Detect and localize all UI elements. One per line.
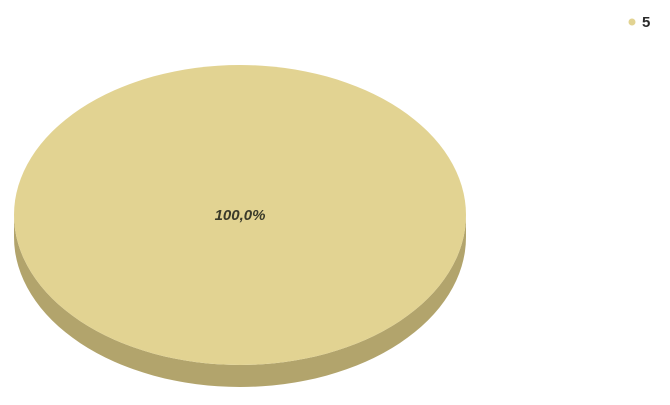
- pie-group: 100,0%: [14, 65, 466, 387]
- pie-slice-5: [14, 65, 466, 365]
- pie-slice-label: 100,0%: [215, 207, 266, 224]
- legend-label-5: 5: [642, 14, 650, 31]
- legend-marker-5: [628, 18, 636, 26]
- legend: 5: [628, 14, 650, 31]
